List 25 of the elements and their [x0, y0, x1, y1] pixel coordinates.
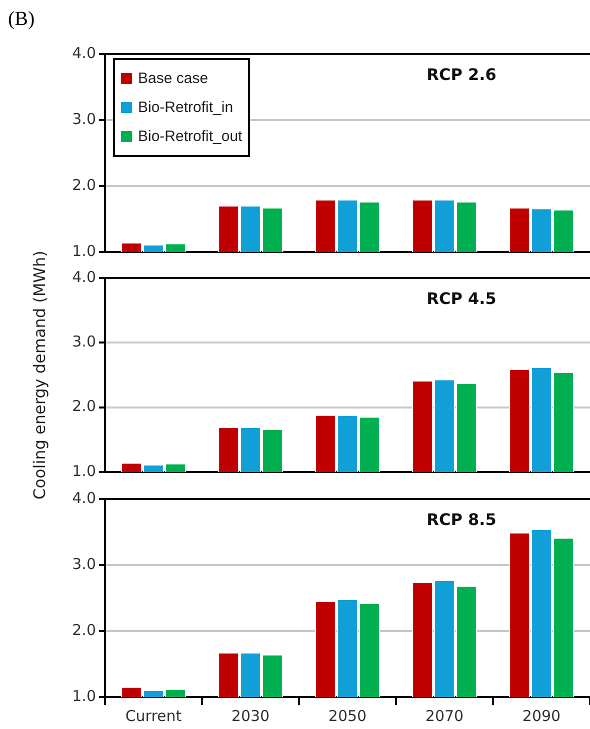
x-tick-label: 2090 [522, 706, 561, 725]
y-tick-label: 2.0 [72, 620, 96, 639]
y-tick-label: 3.0 [72, 554, 96, 573]
y-tick-label: 2.0 [72, 176, 96, 194]
annotation: RCP 8.5 [426, 510, 496, 530]
y-tick-label: 3.0 [72, 110, 96, 128]
legend-label: Bio-Retrofit_out [138, 128, 242, 145]
y-tick-label: 1.0 [72, 242, 96, 260]
y-tick-label: 1.0 [72, 462, 96, 480]
annotation: RCP 4.5 [426, 289, 496, 308]
y-axis-title: Cooling energy demand (MWh) [30, 250, 49, 500]
x-tick-label: Current [125, 706, 182, 725]
y-tick-label: 2.0 [72, 397, 96, 416]
y-tick-label: 4.0 [72, 268, 96, 286]
chart-title: (B) [8, 8, 35, 31]
y-tick-label: 1.0 [72, 686, 96, 705]
x-tick-label: 2070 [425, 706, 464, 725]
x-tick-label: 2050 [328, 706, 367, 725]
y-tick-label: 4.0 [72, 44, 96, 62]
annotation: RCP 2.6 [426, 65, 496, 84]
x-tick-label: 2030 [231, 706, 270, 725]
legend-label: Base case [138, 70, 208, 87]
y-tick-label: 3.0 [72, 332, 96, 351]
legend-label: Bio-Retrofit_in [138, 99, 234, 116]
y-tick-label: 4.0 [72, 488, 96, 507]
